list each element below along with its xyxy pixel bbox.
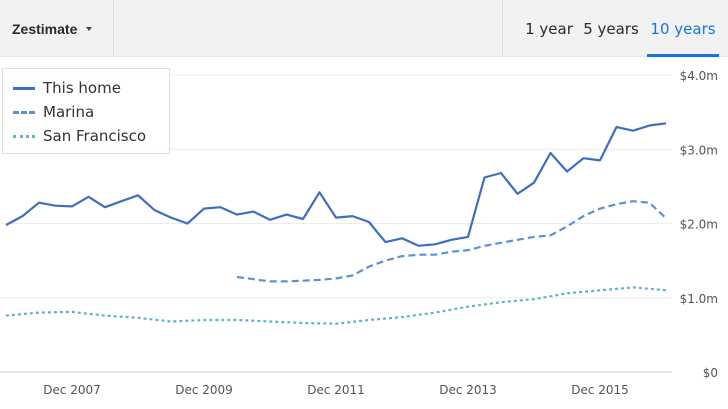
tab-5-years-label: 5 years [583, 19, 639, 38]
x-tick-label: Dec 2013 [439, 383, 497, 397]
series-line-san-francisco [5, 286, 667, 325]
legend-label-marina: Marina [43, 103, 95, 121]
dotted-line-swatch-icon [13, 135, 35, 138]
legend-label-this-home: This home [43, 79, 121, 97]
tab-5-years[interactable]: 5 years [581, 0, 641, 57]
tab-10-years-label: 10 years [650, 19, 716, 38]
x-tick-label: Dec 2009 [175, 383, 233, 397]
chart-area: $0 $1.0m $2.0m $3.0m $4.0m Dec 2007 Dec 2009 De… [0, 57, 728, 409]
metric-dropdown-label: Zestimate [12, 20, 78, 37]
zestimate-line-chart: $0 $1.0m $2.0m $3.0m $4.0m Dec 2007 Dec 2009 De… [0, 69, 718, 397]
legend-label-san-francisco: San Francisco [43, 127, 147, 145]
solid-line-swatch-icon [13, 87, 35, 90]
tab-10-years[interactable]: 10 years [647, 0, 719, 57]
y-tick-label: $4.0m [680, 69, 718, 83]
x-tick-label: Dec 2007 [43, 383, 101, 397]
metric-dropdown[interactable]: Zestimate [0, 0, 114, 57]
time-range-tabs: 1 year 5 years 10 years [502, 0, 728, 57]
x-tick-label: Dec 2015 [571, 383, 629, 397]
y-tick-label: $1.0m [680, 292, 718, 306]
y-tick-label: $3.0m [680, 143, 718, 157]
y-tick-label: $0 [703, 366, 718, 380]
tab-1-year-label: 1 year [525, 19, 573, 38]
y-tick-label: $2.0m [680, 218, 718, 232]
series-line-marina [236, 200, 667, 283]
x-tick-label: Dec 2011 [307, 383, 365, 397]
caret-down-icon [86, 27, 93, 31]
tab-1-year[interactable]: 1 year [521, 0, 577, 57]
chart-legend: This home Marina San Francisco [2, 68, 170, 154]
series-line-this-home [5, 122, 667, 247]
dashed-line-swatch-icon [13, 111, 35, 114]
chart-toolbar: Zestimate 1 year 5 years 10 years [0, 0, 728, 57]
